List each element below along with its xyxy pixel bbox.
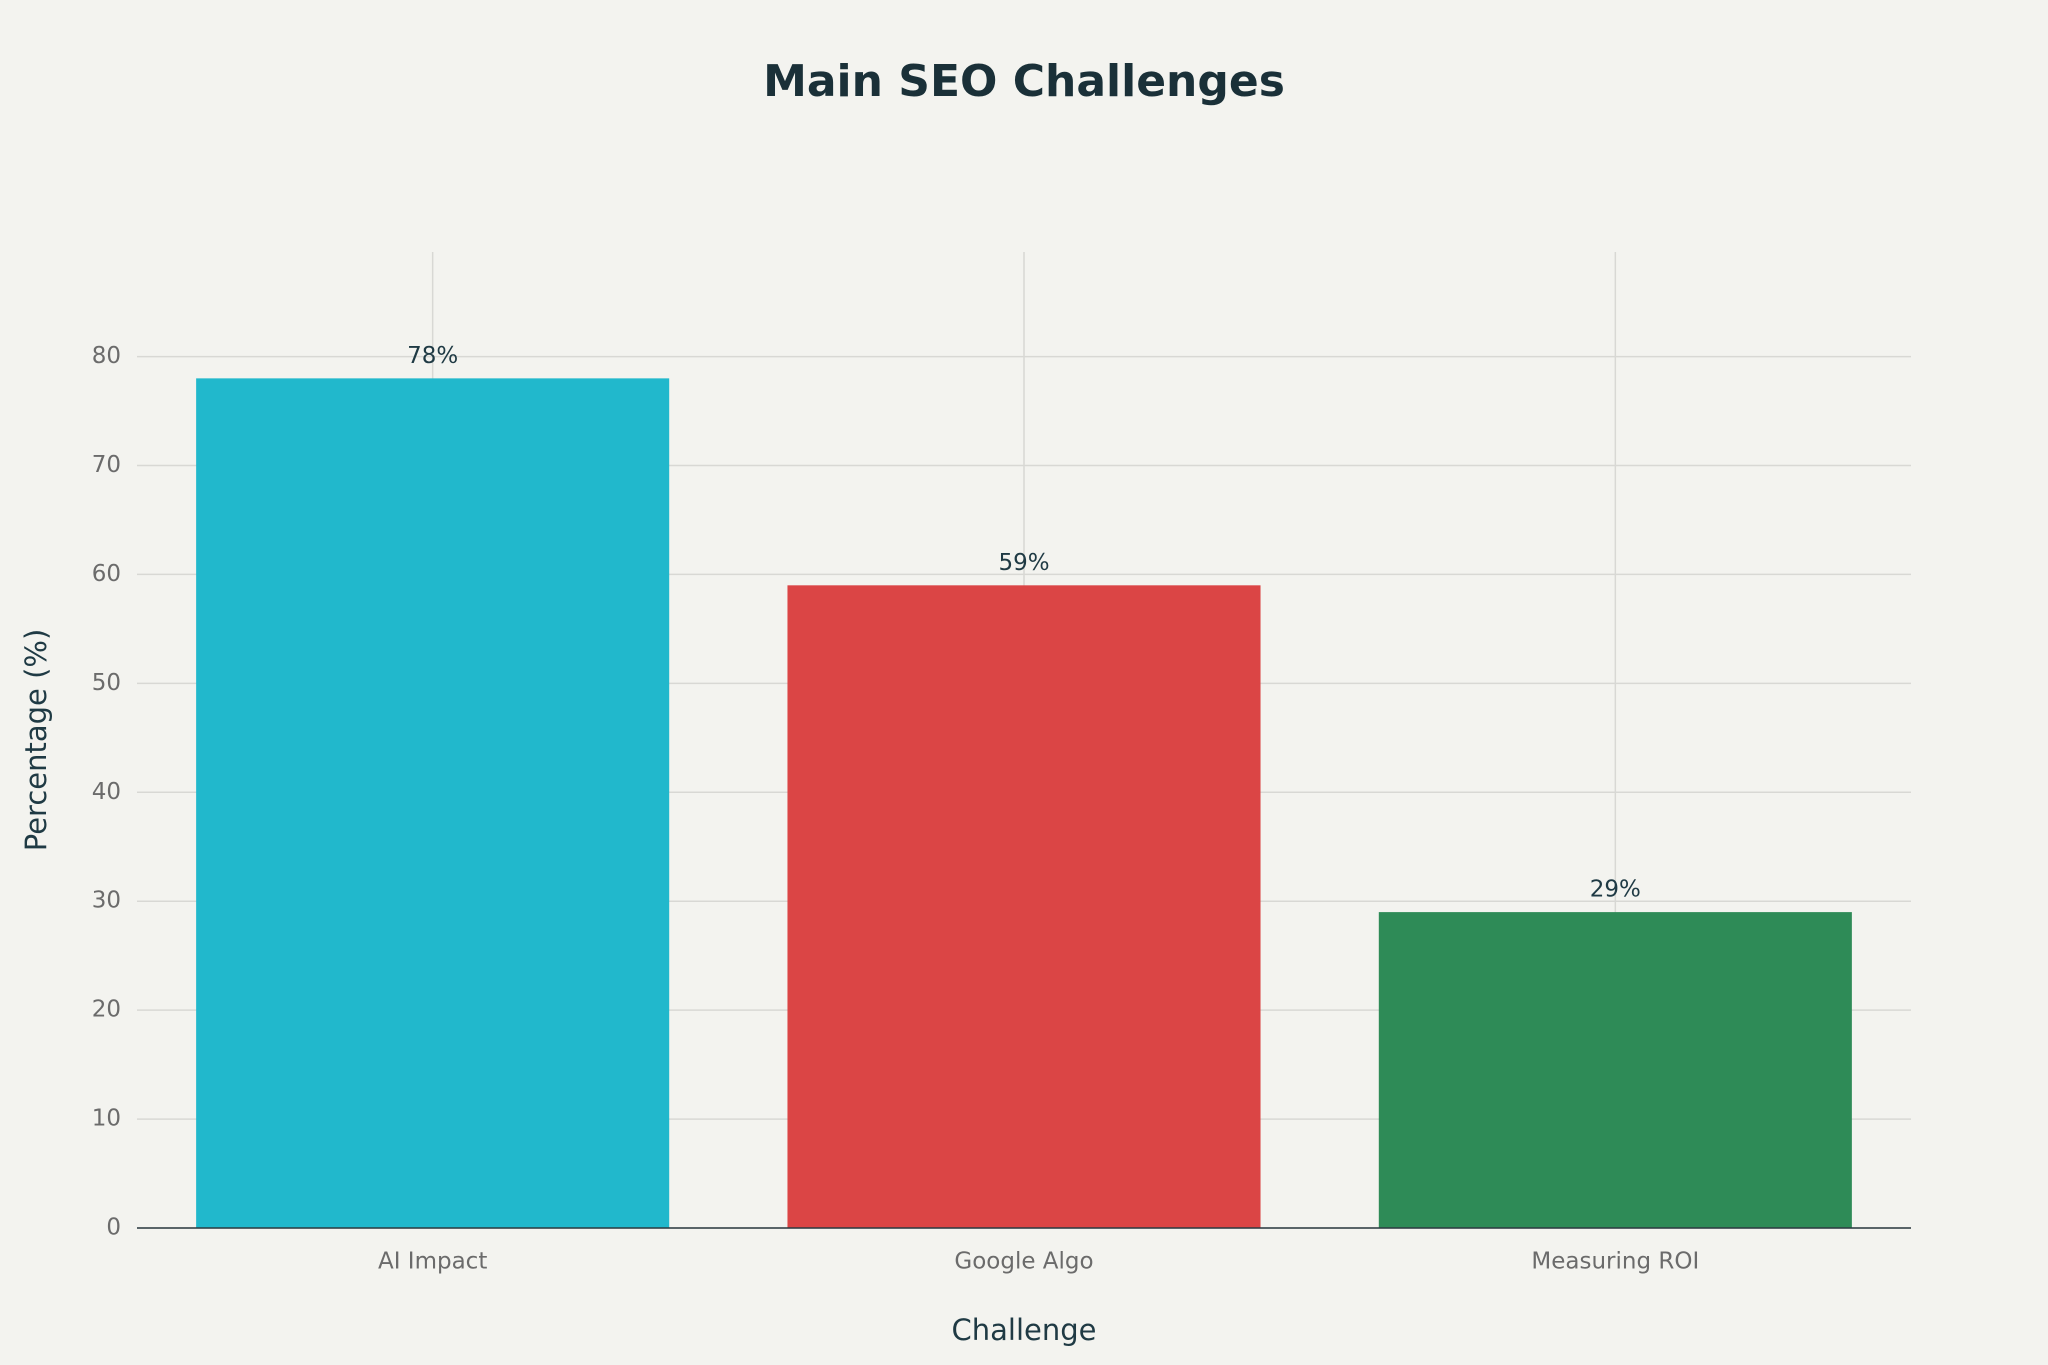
y-tick-label: 70 xyxy=(92,452,121,478)
value-label: 78% xyxy=(407,343,458,369)
y-tick-label: 30 xyxy=(92,888,121,914)
y-tick-label: 20 xyxy=(92,997,121,1023)
x-tick-label: Google Algo xyxy=(954,1249,1093,1275)
value-label: 59% xyxy=(998,550,1049,576)
y-tick-label: 40 xyxy=(92,779,121,805)
x-tick-label: Measuring ROI xyxy=(1531,1249,1699,1275)
y-tick-label: 0 xyxy=(106,1215,121,1241)
y-tick-label: 60 xyxy=(92,561,121,587)
bar xyxy=(196,378,670,1228)
y-tick-label: 10 xyxy=(92,1106,121,1132)
y-tick-label: 50 xyxy=(92,670,121,696)
bar xyxy=(787,585,1261,1228)
x-axis-title: Challenge xyxy=(952,1313,1097,1347)
x-tick-label: AI Impact xyxy=(378,1249,487,1275)
bar xyxy=(1378,912,1852,1228)
value-label: 29% xyxy=(1590,877,1641,903)
y-axis-title: Percentage (%) xyxy=(19,629,53,852)
chart-title: Main SEO Challenges xyxy=(763,56,1285,107)
y-tick-label: 80 xyxy=(92,343,121,369)
